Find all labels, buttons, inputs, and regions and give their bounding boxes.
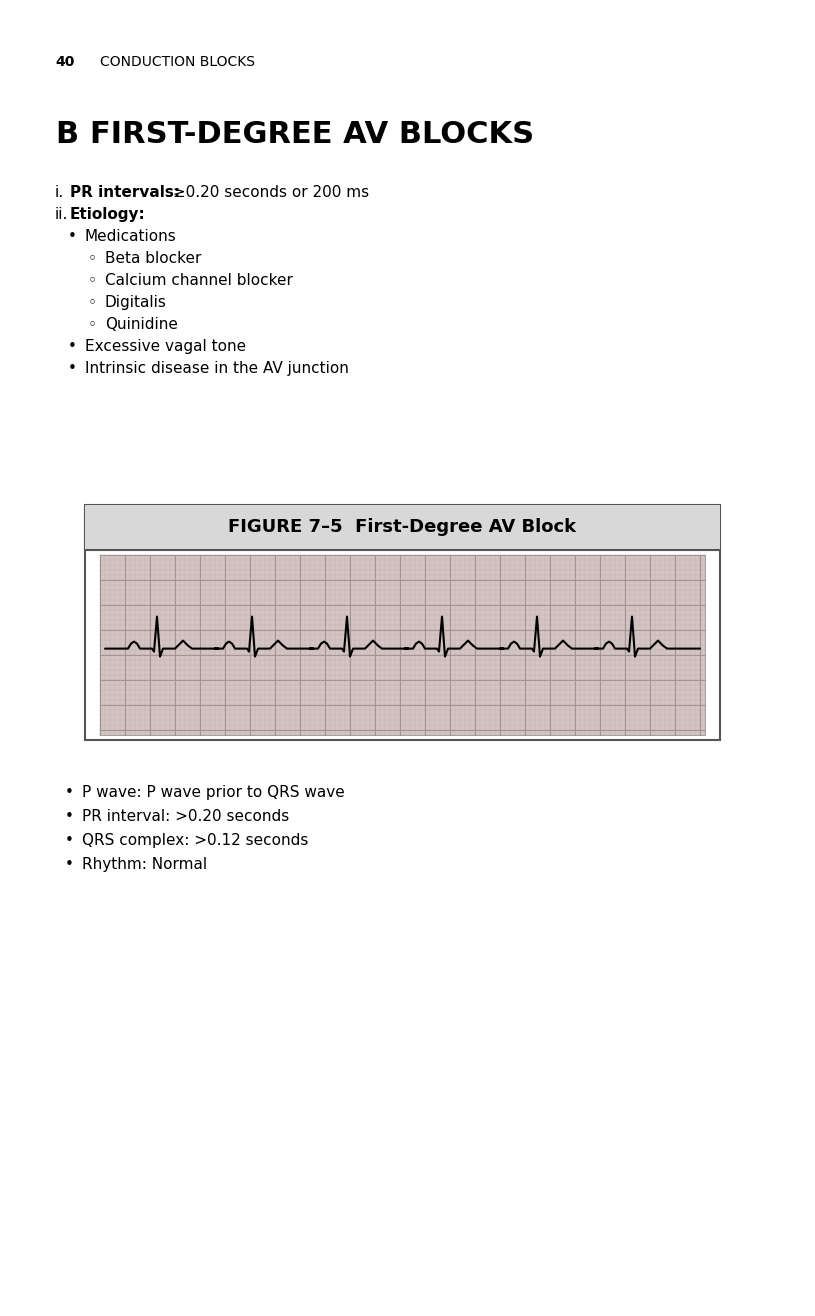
Text: ◦: ◦ (88, 317, 97, 332)
Text: PR intervals:: PR intervals: (70, 186, 180, 200)
Text: ≥0.20 seconds or 200 ms: ≥0.20 seconds or 200 ms (168, 186, 368, 200)
Text: Etiology:: Etiology: (70, 207, 146, 222)
Text: Excessive vagal tone: Excessive vagal tone (85, 340, 246, 354)
Text: •: • (65, 786, 74, 800)
Text: •: • (65, 833, 74, 848)
Text: Intrinsic disease in the AV junction: Intrinsic disease in the AV junction (85, 361, 349, 376)
Text: Quinidine: Quinidine (105, 317, 178, 332)
Text: 40: 40 (55, 55, 74, 68)
Text: ◦: ◦ (88, 251, 97, 266)
Text: FIRST-DEGREE AV BLOCKS: FIRST-DEGREE AV BLOCKS (90, 120, 534, 149)
Text: PR interval: >0.20 seconds: PR interval: >0.20 seconds (82, 809, 289, 824)
Bar (100, 555, 705, 736)
Text: QRS complex: >0.12 seconds: QRS complex: >0.12 seconds (82, 833, 308, 848)
Text: Medications: Medications (85, 229, 177, 243)
Text: ii.: ii. (55, 207, 68, 222)
Text: i.: i. (55, 186, 64, 200)
Text: •: • (68, 229, 77, 243)
Text: FIGURE 7–5  First-Degree AV Block: FIGURE 7–5 First-Degree AV Block (228, 519, 576, 537)
Text: ◦: ◦ (88, 272, 97, 288)
Text: Rhythm: Normal: Rhythm: Normal (82, 857, 207, 873)
Text: •: • (65, 809, 74, 824)
Bar (85, 505, 720, 550)
Text: Beta blocker: Beta blocker (105, 251, 201, 266)
Text: B: B (55, 120, 78, 149)
Bar (85, 505, 720, 740)
Text: ◦: ◦ (88, 295, 97, 311)
Text: Calcium channel blocker: Calcium channel blocker (105, 272, 293, 288)
Text: •: • (68, 340, 77, 354)
Text: P wave: P wave prior to QRS wave: P wave: P wave prior to QRS wave (82, 786, 345, 800)
Text: Digitalis: Digitalis (105, 295, 167, 311)
Text: •: • (65, 857, 74, 873)
Text: CONDUCTION BLOCKS: CONDUCTION BLOCKS (100, 55, 255, 68)
Text: •: • (68, 361, 77, 376)
